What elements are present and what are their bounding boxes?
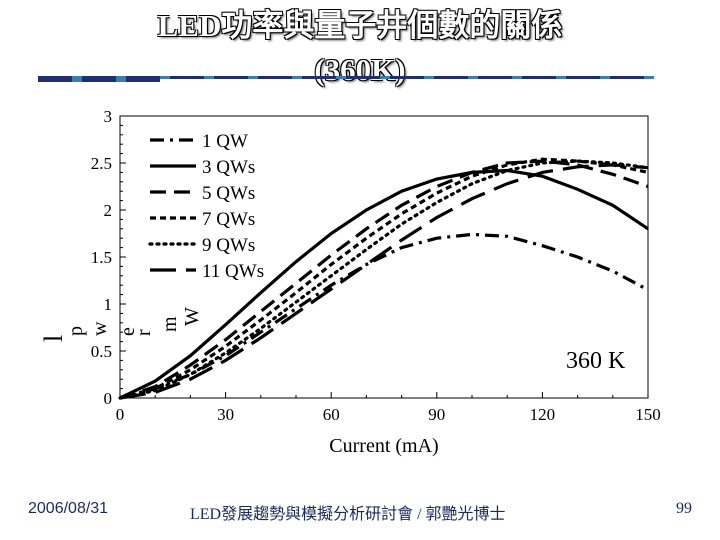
footer-title: LED發展趨勢與模擬分析研討會 / 郭艷光博士: [190, 500, 506, 524]
legend-label: 1 QW: [202, 131, 248, 152]
y-tick-label: 2: [104, 201, 113, 220]
light-power-chart: 0 30 60 90 120 150 0 0.5 1 1.5 2 2.5 3 1 QW 3 QWs 5 QW…: [0, 0, 720, 540]
y-axis-label-char: W: [181, 307, 203, 326]
x-tick-label: 60: [323, 405, 340, 424]
y-axis-label-char: r: [133, 329, 155, 336]
y-tick-label: 1: [104, 295, 113, 314]
legend-label: 7 QWs: [202, 209, 255, 230]
chart-annotation: 360 K: [566, 348, 626, 374]
legend-label: 5 QWs: [202, 183, 255, 204]
y-axis-label-char: l: [39, 335, 68, 342]
x-tick-label: 150: [635, 405, 661, 424]
legend-label: 9 QWs: [202, 235, 255, 256]
y-tick-label: 3: [104, 107, 113, 126]
x-tick-label: 120: [530, 405, 556, 424]
x-tick-label: 90: [428, 405, 445, 424]
legend-label: 11 QWs: [202, 261, 264, 282]
y-axis-label-char: m: [159, 316, 181, 332]
footer-date: 2006/08/31: [28, 500, 108, 518]
y-tick-label: 1.5: [91, 248, 112, 267]
x-axis-label: Current (mA): [329, 435, 438, 457]
y-tick-label: 2.5: [91, 154, 112, 173]
x-tick-label: 30: [217, 405, 234, 424]
y-axis-label-char: w: [89, 321, 111, 336]
page-number: 99: [676, 500, 692, 518]
y-tick-label: 0: [104, 389, 113, 408]
y-tick-label: 0.5: [91, 342, 112, 361]
y-axis-label-char: p: [65, 326, 87, 336]
x-tick-label: 0: [116, 405, 125, 424]
legend-label: 3 QWs: [202, 157, 255, 178]
